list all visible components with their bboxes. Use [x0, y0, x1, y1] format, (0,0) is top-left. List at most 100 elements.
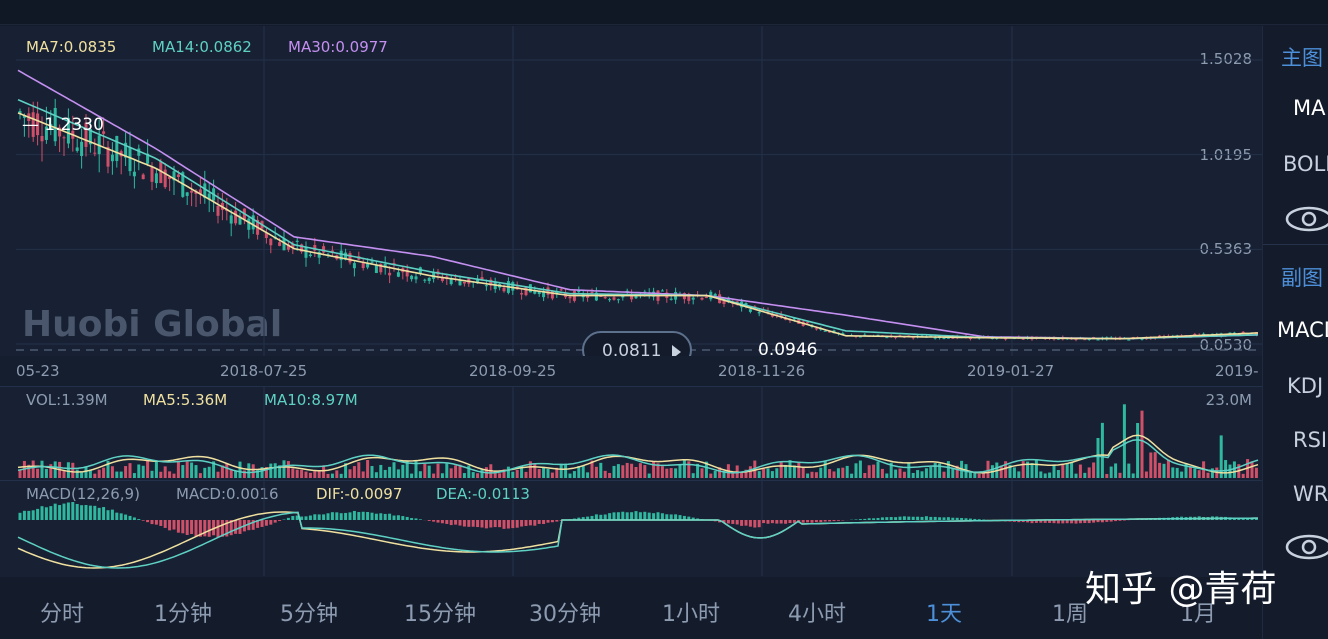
- macd-histogram-bar: [973, 518, 977, 520]
- volume-bar: [647, 473, 651, 478]
- volume-bar: [1056, 470, 1060, 478]
- rsi-option[interactable]: RSI: [1293, 428, 1328, 452]
- candle-body: [304, 246, 308, 258]
- candle-body: [1087, 338, 1091, 340]
- candle-body: [550, 290, 554, 299]
- macd-histogram-bar: [1034, 520, 1038, 523]
- macd-histogram-bar: [322, 514, 326, 520]
- tab-timeline[interactable]: 分时: [40, 602, 85, 627]
- macd-histogram-bar: [766, 520, 770, 524]
- macd-histogram-bar: [313, 514, 317, 520]
- volume-bar: [973, 471, 977, 478]
- macd-histogram-bar: [247, 520, 251, 531]
- macd-histogram-bar: [115, 512, 119, 520]
- macd-histogram-bar: [858, 519, 862, 520]
- ma-option[interactable]: MA: [1293, 96, 1326, 120]
- volume-bar: [110, 466, 114, 478]
- volume-bar: [282, 460, 286, 478]
- macd-histogram-bar: [1070, 520, 1074, 524]
- macd-histogram-bar: [678, 515, 682, 520]
- macd-histogram-bar: [300, 516, 304, 520]
- candle-body: [726, 297, 730, 303]
- macd-histogram-bar: [660, 513, 664, 520]
- tab-1week[interactable]: 1周: [1052, 602, 1088, 627]
- macd-histogram-bar: [581, 517, 585, 520]
- volume-bar: [260, 467, 264, 478]
- macd-histogram-bar: [212, 520, 216, 536]
- macd-histogram-bar: [286, 517, 290, 520]
- volume-bar: [1043, 473, 1047, 478]
- volume-bar: [36, 468, 40, 478]
- macd-histogram-bar: [726, 520, 730, 524]
- macd-histogram-bar: [216, 520, 220, 538]
- macd-histogram-bar: [823, 520, 827, 522]
- candle-body: [62, 137, 66, 139]
- macd-histogram-bar: [132, 517, 136, 520]
- tab-1hour[interactable]: 1小时: [662, 602, 720, 627]
- candle-body: [669, 298, 673, 300]
- kdj-option[interactable]: KDJ: [1287, 374, 1324, 398]
- macd-histogram-bar: [550, 520, 554, 523]
- tab-1day[interactable]: 1天: [926, 602, 962, 627]
- volume-bar: [687, 461, 691, 478]
- volume-bar: [410, 473, 414, 478]
- macd-histogram-bar: [489, 520, 493, 528]
- macd-histogram-bar: [128, 515, 132, 520]
- macd-histogram-bar: [555, 520, 559, 522]
- candle-body: [124, 142, 128, 158]
- wr-option[interactable]: WR: [1293, 482, 1328, 506]
- volume-bar: [1026, 461, 1030, 478]
- tab-15min[interactable]: 15分钟: [404, 602, 476, 627]
- macd-histogram-bar: [537, 520, 541, 524]
- candle-body: [172, 171, 176, 181]
- ma7-line: [17, 112, 1259, 340]
- main-chart-panel[interactable]: MA7:0.0835 MA14:0.0862 MA30:0.0977 1.502…: [0, 26, 1262, 356]
- volume-bar: [1074, 473, 1078, 478]
- candle-body: [22, 115, 26, 118]
- candle-body: [757, 312, 761, 314]
- macd-histogram-bar: [696, 518, 700, 520]
- macd-option[interactable]: MACD: [1277, 318, 1328, 342]
- macd-histogram-bar: [625, 512, 629, 520]
- candle-body: [1127, 339, 1131, 341]
- volume-bar: [405, 461, 409, 478]
- volume-bar: [18, 469, 22, 478]
- candle-body: [462, 281, 466, 284]
- macd-histogram-bar: [44, 507, 48, 520]
- volume-bar: [27, 464, 31, 478]
- candle-body: [502, 287, 506, 292]
- candle-body: [366, 262, 370, 268]
- macd-histogram-bar: [383, 513, 387, 520]
- tab-1min[interactable]: 1分钟: [154, 602, 212, 627]
- candle-body: [704, 296, 708, 299]
- volume-bar: [946, 461, 950, 478]
- macd-histogram-bar: [102, 507, 106, 520]
- macd-histogram-bar: [819, 520, 823, 523]
- volume-bar: [119, 471, 123, 478]
- tab-4hour[interactable]: 4小时: [788, 602, 846, 627]
- macd-histogram-bar: [88, 505, 92, 520]
- tab-5min[interactable]: 5分钟: [280, 602, 338, 627]
- volume-bar: [1017, 471, 1021, 478]
- tab-30min[interactable]: 30分钟: [529, 602, 601, 627]
- macd-histogram-bar: [735, 520, 739, 525]
- tab-1month[interactable]: 1月: [1180, 602, 1216, 627]
- main-chart-heading: 主图: [1281, 46, 1323, 70]
- boll-option[interactable]: BOLL: [1283, 152, 1328, 176]
- dea-value: DEA:-0.0113: [436, 485, 530, 503]
- volume-bar: [436, 463, 440, 478]
- eye-icon[interactable]: [1283, 204, 1328, 234]
- macd-histogram-bar: [832, 520, 836, 522]
- macd-histogram-bar: [1030, 520, 1034, 524]
- candle-body: [137, 148, 141, 156]
- volume-bar: [911, 472, 915, 478]
- eye-icon[interactable]: [1283, 532, 1328, 562]
- volume-bar: [1008, 464, 1012, 478]
- candle-body: [528, 284, 532, 293]
- volume-bar: [792, 465, 796, 478]
- volume-bar: [753, 460, 757, 478]
- candle-body: [590, 292, 594, 294]
- macd-histogram-bar: [784, 520, 788, 524]
- volume-bar: [951, 468, 955, 478]
- macd-histogram-bar: [647, 512, 651, 520]
